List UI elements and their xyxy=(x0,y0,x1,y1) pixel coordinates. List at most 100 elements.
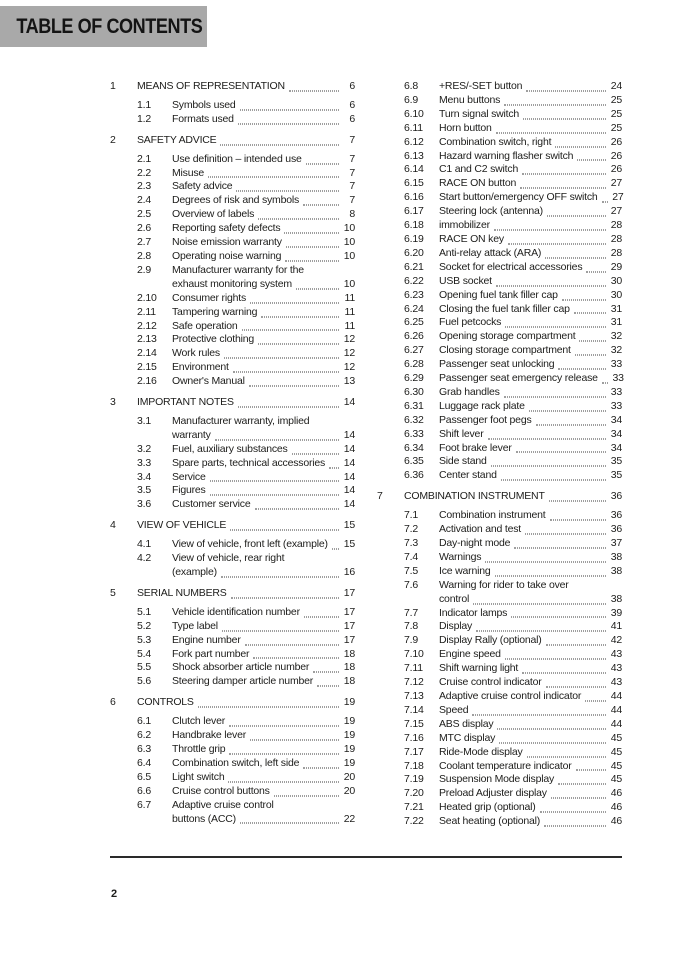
page-ref: 12 xyxy=(343,347,355,360)
entry-body: Customer service 14 xyxy=(172,498,355,512)
entry-body: Steering damper article number 18 xyxy=(172,675,355,689)
dot-leader xyxy=(579,340,606,342)
entry-number: 7.11 xyxy=(404,662,423,675)
entry-number: 6.18 xyxy=(404,219,424,232)
dot-leader xyxy=(305,163,339,165)
entry-line: Noise emission warranty 10 xyxy=(172,236,355,250)
dot-leader xyxy=(288,90,339,92)
entry-body: Passenger seat unlocking 33 xyxy=(439,358,622,372)
dot-leader xyxy=(511,616,606,618)
page-ref: 28 xyxy=(610,219,622,232)
entry-line: Steering damper article number 18 xyxy=(172,675,355,689)
entry-body: Handbrake lever 19 xyxy=(172,729,355,743)
entry-title: Closing the fuel tank filler cap xyxy=(439,302,570,315)
entry-title: Passenger seat unlocking xyxy=(439,358,555,371)
dot-leader xyxy=(573,312,606,314)
entry-title: MTC display xyxy=(439,731,496,744)
entry-number: 6.17 xyxy=(404,205,424,218)
entry-line: Light switch 20 xyxy=(172,771,355,785)
dot-leader xyxy=(258,218,339,220)
entry-number: 7.8 xyxy=(404,620,418,633)
toc-section: 3 IMPORTANT NOTES 14 3.1 Manufacturer warran… xyxy=(110,396,355,512)
entry-body: Menu buttons 25 xyxy=(439,94,622,108)
entry-body: Luggage rack plate 33 xyxy=(439,400,622,414)
dot-leader xyxy=(285,260,339,262)
entry-number: 7.13 xyxy=(404,689,424,702)
entry-number: 3.2 xyxy=(137,442,151,455)
page-ref: 42 xyxy=(610,634,622,647)
entry-number: 6.29 xyxy=(404,372,424,385)
page-ref: 14 xyxy=(343,498,355,511)
toc-section: 6.8 +RES/-SET button 24 6.9 Menu buttons 25 6.… xyxy=(377,80,624,483)
dot-leader xyxy=(558,368,606,370)
page-ref: 19 xyxy=(343,729,355,742)
entry-title: Misuse xyxy=(172,166,205,179)
entry-title: Socket for electrical accessories xyxy=(439,260,583,273)
chapter-title: COMBINATION INSTRUMENT xyxy=(404,490,545,503)
entry-line: Consumer rights 11 xyxy=(172,292,355,306)
chapter-line: CONTROLS 19 xyxy=(137,696,355,710)
toc-entry: 5.2 Type label 17 xyxy=(110,620,355,634)
entry-body: Misuse 7 xyxy=(172,167,355,181)
page-ref: 29 xyxy=(610,260,622,273)
entry-number: 2.2 xyxy=(137,166,151,179)
dot-leader xyxy=(248,385,339,387)
entry-line: MTC display 45 xyxy=(439,732,622,746)
toc-entry: 2.7 Noise emission warranty 10 xyxy=(110,236,355,250)
page-ref: 19 xyxy=(343,756,355,769)
toc-entry: 2.10 Consumer rights 11 xyxy=(110,292,355,306)
entry-line: Luggage rack plate 33 xyxy=(439,400,622,414)
page-ref: 10 xyxy=(343,249,355,262)
dot-leader xyxy=(303,616,339,618)
entry-body: Grab handles 33 xyxy=(439,386,622,400)
entry-line: +RES/-SET button 24 xyxy=(439,80,622,94)
page-ref: 15 xyxy=(343,519,355,532)
toc-entry: 6.6 Cruise control buttons 20 xyxy=(110,785,355,799)
entry-body: Turn signal switch 25 xyxy=(439,108,622,122)
entry-title: Customer service xyxy=(172,498,251,511)
dot-leader xyxy=(230,597,339,599)
entry-number: 2.10 xyxy=(137,291,157,304)
entry-number: 6.31 xyxy=(404,399,424,412)
page-ref: 37 xyxy=(610,537,622,549)
entry-number: 6.33 xyxy=(404,427,424,440)
chapter-title: MEANS OF REPRESENTATION xyxy=(137,80,285,92)
entry-number: 4.1 xyxy=(137,538,151,551)
entry-line: (example) 16 xyxy=(172,566,355,580)
dot-leader xyxy=(291,453,339,455)
entry-number: 3.3 xyxy=(137,456,151,469)
entry-line: Passenger foot pegs 34 xyxy=(439,414,622,428)
entry-title: Seat heating (optional) xyxy=(439,815,541,828)
page-ref: 14 xyxy=(343,470,355,483)
page-ref: 17 xyxy=(343,633,355,646)
entry-line: Misuse 7 xyxy=(172,167,355,181)
chapter-line: MEANS OF REPRESENTATION 6 xyxy=(137,80,355,94)
toc-entry: 6.16 Start button/emergency OFF switch 27 xyxy=(377,191,624,205)
entry-title: Vehicle identification number xyxy=(172,605,300,618)
entry-line: C1 and C2 switch 26 xyxy=(439,163,622,177)
dot-leader xyxy=(575,769,606,771)
dot-leader xyxy=(515,451,606,453)
entry-title: Use definition – intended use xyxy=(172,152,302,165)
entry-body: Safe operation 11 xyxy=(172,320,355,334)
dot-leader xyxy=(601,382,608,384)
toc-entry: 6.35 Side stand 35 xyxy=(377,455,622,469)
page-ref: 20 xyxy=(343,770,355,783)
toc-entry: 6.19 RACE ON key 28 xyxy=(377,233,622,247)
entry-number: 2.14 xyxy=(137,347,157,360)
entry-line: Overview of labels 8 xyxy=(172,208,355,222)
toc-entry: 5.6 Steering damper article number 18 xyxy=(110,675,355,689)
toc-entry: 1.2 Formats used 6 xyxy=(110,113,355,127)
page-ref: 36 xyxy=(610,509,622,522)
dot-leader xyxy=(230,529,339,531)
page-ref: 25 xyxy=(610,121,622,134)
entry-line: Suspension Mode display 45 xyxy=(439,773,622,787)
entry-number: 7.4 xyxy=(404,550,418,563)
entry-number: 5.2 xyxy=(137,619,151,632)
dot-leader xyxy=(485,561,606,563)
dot-leader xyxy=(209,480,339,482)
entry-body: Speed 44 xyxy=(439,704,622,718)
entry-body: MTC display 45 xyxy=(439,732,622,746)
toc-entry: 6.32 Passenger foot pegs 34 xyxy=(377,414,622,428)
entry-number: 6.22 xyxy=(404,274,424,287)
